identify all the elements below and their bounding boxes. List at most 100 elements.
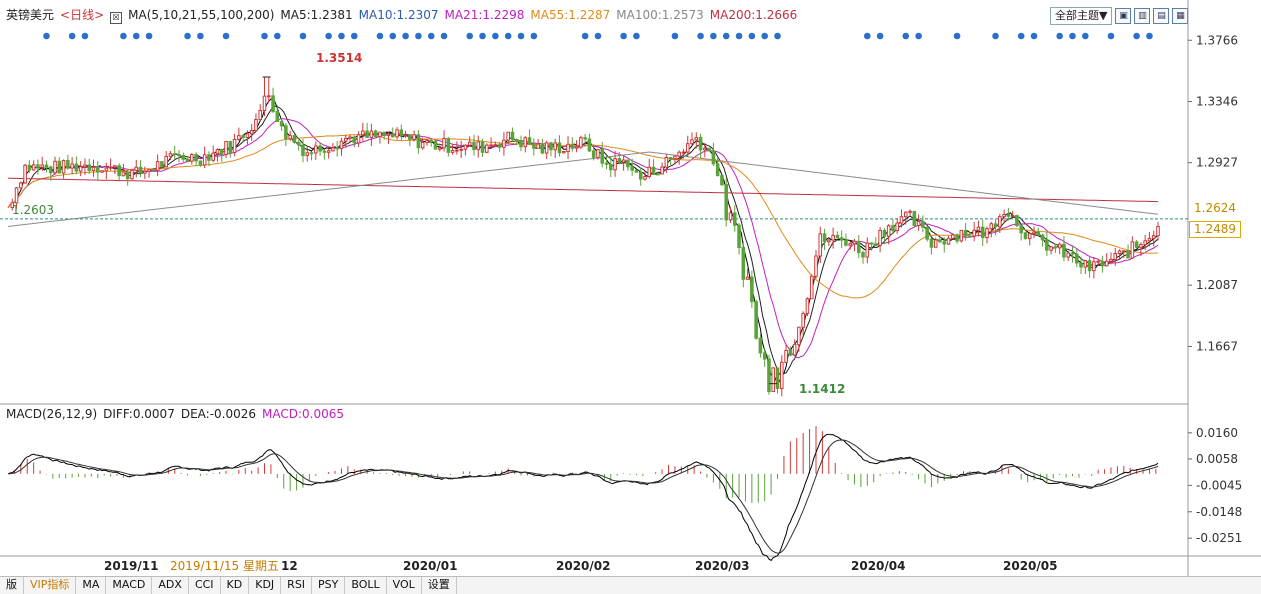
signal-dot xyxy=(338,32,345,40)
candle-body xyxy=(177,154,181,157)
candle-body xyxy=(373,130,378,138)
candle-body xyxy=(801,312,805,328)
candle-body xyxy=(805,298,810,314)
tab-5[interactable]: CCI xyxy=(189,577,221,594)
tab-4[interactable]: ADX xyxy=(152,577,189,594)
candle-body xyxy=(728,212,733,221)
toolbar-icon-1[interactable]: ▣ xyxy=(1115,8,1132,24)
candle-body xyxy=(1134,241,1139,248)
candle-body xyxy=(502,139,506,148)
candle-body xyxy=(767,358,771,393)
candle-body xyxy=(254,118,258,132)
tab-3[interactable]: MACD xyxy=(106,577,153,594)
candle-body xyxy=(271,95,275,112)
tab-1[interactable]: VIP指标 xyxy=(24,577,77,594)
tab-10[interactable]: BOLL xyxy=(345,577,387,594)
candle-body xyxy=(724,184,728,221)
candle-body xyxy=(91,166,96,171)
signal-dot xyxy=(761,32,768,40)
candle-body xyxy=(134,166,139,171)
candle-body xyxy=(202,154,207,166)
candle-body xyxy=(1139,244,1143,248)
toolbar-icon-3[interactable]: ▤ xyxy=(1153,8,1170,24)
candle-body xyxy=(951,234,955,239)
signal-dot xyxy=(1146,32,1153,40)
candle-body xyxy=(1062,243,1066,258)
ma10-value: MA10:1.2307 xyxy=(358,8,439,22)
candle-body xyxy=(1126,250,1130,259)
candle-body xyxy=(147,168,151,172)
candle-body xyxy=(326,150,331,153)
candle-body xyxy=(455,149,459,152)
candle-body xyxy=(630,166,634,171)
signal-dot xyxy=(261,32,268,40)
tab-12[interactable]: 设置 xyxy=(422,577,457,594)
candle-body xyxy=(27,164,32,171)
candle-body xyxy=(519,140,523,148)
signal-dot xyxy=(953,32,961,40)
ma-settings[interactable]: ☒ MA(5,10,21,55,100,200) xyxy=(110,8,274,24)
candle-body xyxy=(125,171,130,180)
tab-7[interactable]: KDJ xyxy=(249,577,282,594)
tab-9[interactable]: PSY xyxy=(312,577,346,594)
candle-body xyxy=(651,166,656,175)
candle-body xyxy=(61,160,66,174)
candle-body xyxy=(292,135,297,143)
candle-body xyxy=(172,153,177,156)
candle-body xyxy=(1066,252,1071,258)
tab-8[interactable]: RSI xyxy=(281,577,313,594)
candle-body xyxy=(609,163,613,171)
candle-body xyxy=(737,224,741,248)
candle-body xyxy=(472,141,476,151)
candle-body xyxy=(395,129,399,138)
signal-dot xyxy=(184,32,191,40)
candle-body xyxy=(1151,235,1156,239)
tab-11[interactable]: VOL xyxy=(387,577,422,594)
tab-6[interactable]: KD xyxy=(221,577,250,594)
theme-dropdown[interactable]: 全部主题▼ xyxy=(1050,7,1113,25)
candle-body xyxy=(942,241,947,245)
candle-body xyxy=(852,240,857,245)
checkbox-icon[interactable]: ☒ xyxy=(110,12,123,24)
signal-dot xyxy=(620,32,627,40)
candle-body xyxy=(108,166,113,169)
candle-body xyxy=(921,221,925,228)
candle-body xyxy=(673,155,677,160)
candle-body xyxy=(754,301,758,339)
candle-body xyxy=(510,131,515,141)
candle-body xyxy=(557,142,562,154)
candle-body xyxy=(929,238,934,248)
candle-body xyxy=(241,135,245,138)
signal-dot xyxy=(581,32,589,40)
candle-body xyxy=(809,275,814,300)
candle-body xyxy=(878,229,882,246)
diff-value: DIFF:0.0007 xyxy=(103,407,175,421)
candle-body xyxy=(741,246,746,280)
candle-body xyxy=(835,234,840,239)
candle-body xyxy=(955,234,959,242)
candle-body xyxy=(596,149,600,158)
candle-body xyxy=(1109,258,1113,262)
candle-body xyxy=(249,130,254,135)
candle-body xyxy=(480,141,485,153)
candle-body xyxy=(762,352,767,360)
candle-body xyxy=(438,147,442,150)
candle-body xyxy=(314,145,318,154)
period-label[interactable]: <日线> xyxy=(60,8,105,22)
candle-body xyxy=(848,243,852,246)
ma55-value: MA55:1.2287 xyxy=(530,8,611,22)
macd-label[interactable]: MACD(26,12,9) xyxy=(6,407,98,421)
candle-body xyxy=(634,169,639,173)
candle-body xyxy=(356,134,361,144)
candle-body xyxy=(566,143,570,153)
candle-body xyxy=(23,164,27,184)
toolbar-icon-2[interactable]: ▥ xyxy=(1134,8,1151,24)
candle-body xyxy=(1070,252,1075,255)
candle-body xyxy=(745,276,750,280)
candle-body xyxy=(831,234,835,241)
tab-2[interactable]: MA xyxy=(76,577,107,594)
candle-body xyxy=(771,367,776,393)
candle-body xyxy=(903,211,908,218)
tab-0[interactable]: 版 xyxy=(0,577,24,594)
candle-body xyxy=(514,139,519,142)
